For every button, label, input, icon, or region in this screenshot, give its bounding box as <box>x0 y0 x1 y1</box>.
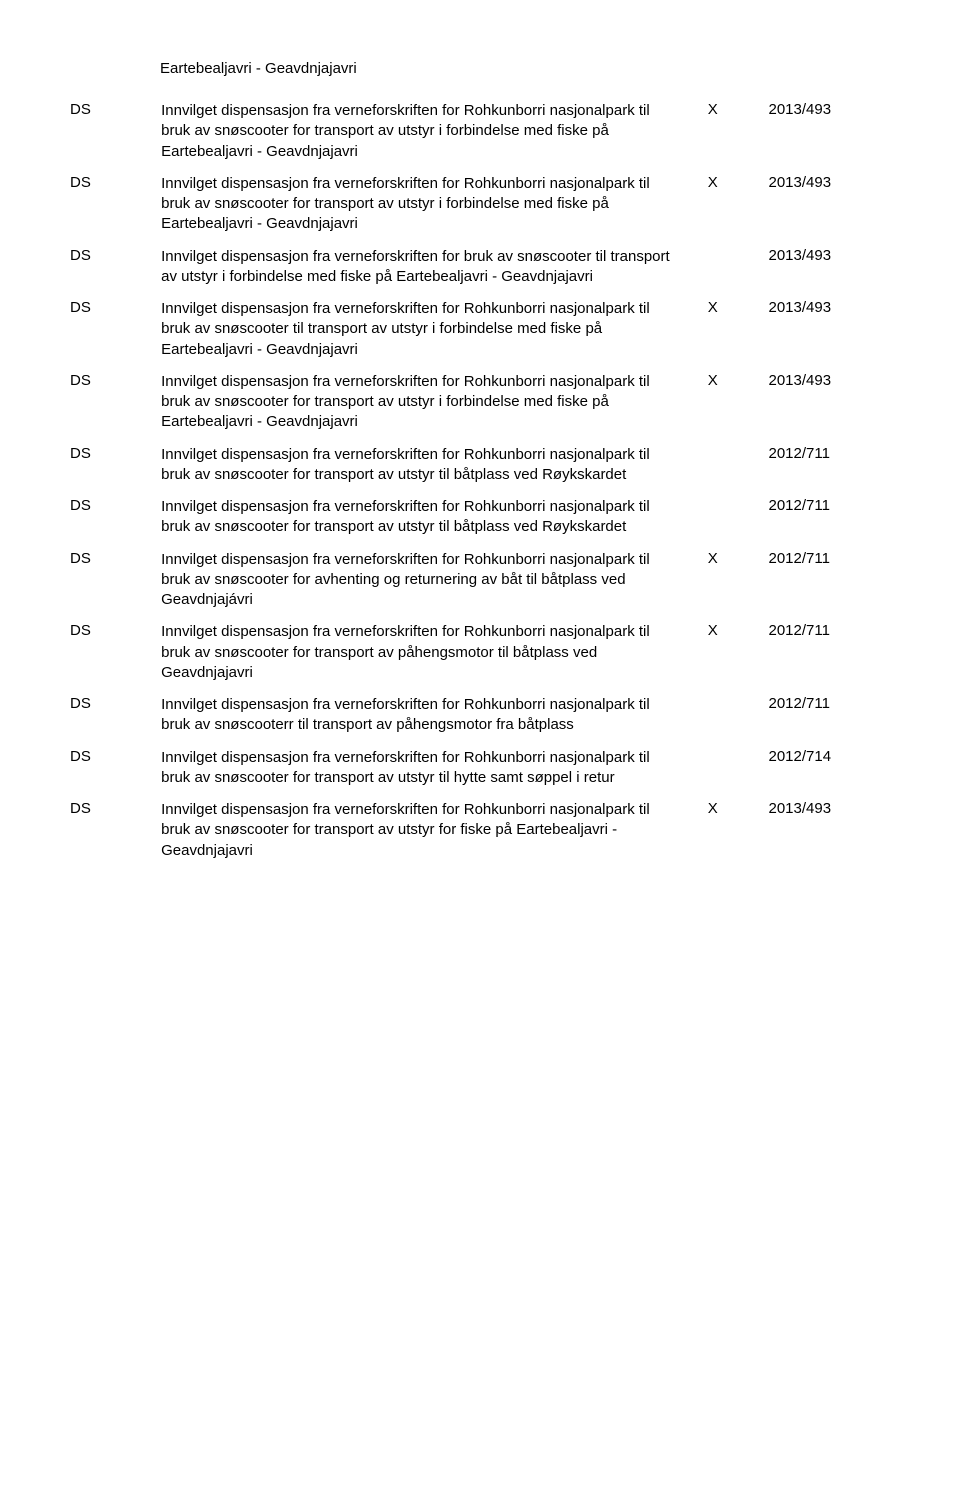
row-description: Innvilget dispensasjon fra verneforskrif… <box>161 439 708 492</box>
row-mark: X <box>708 293 769 366</box>
row-description: Innvilget dispensasjon fra verneforskrif… <box>161 293 708 366</box>
row-type: DS <box>70 689 161 742</box>
row-description: Innvilget dispensasjon fra verneforskrif… <box>161 689 708 742</box>
table-row: DSInnvilget dispensasjon fra verneforskr… <box>70 742 890 795</box>
row-reference: 2013/493 <box>769 168 891 241</box>
row-reference: 2013/493 <box>769 794 891 867</box>
table-row: DSInnvilget dispensasjon fra verneforskr… <box>70 366 890 439</box>
dispensasjon-table: DSInnvilget dispensasjon fra verneforskr… <box>70 95 890 867</box>
row-reference: 2012/711 <box>769 616 891 689</box>
row-mark <box>708 689 769 742</box>
row-mark: X <box>708 794 769 867</box>
row-type: DS <box>70 544 161 617</box>
row-mark <box>708 241 769 294</box>
top-continuation-text: Eartebealjavri - Geavdnjajavri <box>160 60 890 77</box>
row-type: DS <box>70 168 161 241</box>
row-description: Innvilget dispensasjon fra verneforskrif… <box>161 168 708 241</box>
row-reference: 2013/493 <box>769 95 891 168</box>
row-reference: 2013/493 <box>769 241 891 294</box>
row-type: DS <box>70 616 161 689</box>
row-description: Innvilget dispensasjon fra verneforskrif… <box>161 544 708 617</box>
row-mark: X <box>708 168 769 241</box>
row-mark <box>708 742 769 795</box>
row-mark <box>708 439 769 492</box>
row-mark: X <box>708 616 769 689</box>
table-row: DSInnvilget dispensasjon fra verneforskr… <box>70 168 890 241</box>
row-reference: 2012/714 <box>769 742 891 795</box>
row-reference: 2012/711 <box>769 491 891 544</box>
table-row: DSInnvilget dispensasjon fra verneforskr… <box>70 794 890 867</box>
row-type: DS <box>70 794 161 867</box>
row-description: Innvilget dispensasjon fra verneforskrif… <box>161 742 708 795</box>
table-row: DSInnvilget dispensasjon fra verneforskr… <box>70 293 890 366</box>
table-row: DSInnvilget dispensasjon fra verneforskr… <box>70 616 890 689</box>
row-type: DS <box>70 366 161 439</box>
row-reference: 2012/711 <box>769 544 891 617</box>
row-description: Innvilget dispensasjon fra verneforskrif… <box>161 794 708 867</box>
row-type: DS <box>70 95 161 168</box>
table-row: DSInnvilget dispensasjon fra verneforskr… <box>70 241 890 294</box>
row-reference: 2012/711 <box>769 439 891 492</box>
row-description: Innvilget dispensasjon fra verneforskrif… <box>161 616 708 689</box>
table-row: DSInnvilget dispensasjon fra verneforskr… <box>70 491 890 544</box>
row-type: DS <box>70 293 161 366</box>
table-row: DSInnvilget dispensasjon fra verneforskr… <box>70 689 890 742</box>
row-reference: 2013/493 <box>769 293 891 366</box>
row-description: Innvilget dispensasjon fra verneforskrif… <box>161 241 708 294</box>
row-mark <box>708 491 769 544</box>
table-row: DSInnvilget dispensasjon fra verneforskr… <box>70 544 890 617</box>
row-description: Innvilget dispensasjon fra verneforskrif… <box>161 95 708 168</box>
row-reference: 2013/493 <box>769 366 891 439</box>
table-row: DSInnvilget dispensasjon fra verneforskr… <box>70 439 890 492</box>
row-type: DS <box>70 439 161 492</box>
row-type: DS <box>70 742 161 795</box>
row-mark: X <box>708 95 769 168</box>
row-type: DS <box>70 241 161 294</box>
table-row: DSInnvilget dispensasjon fra verneforskr… <box>70 95 890 168</box>
row-mark: X <box>708 544 769 617</box>
row-description: Innvilget dispensasjon fra verneforskrif… <box>161 366 708 439</box>
row-reference: 2012/711 <box>769 689 891 742</box>
row-type: DS <box>70 491 161 544</box>
row-description: Innvilget dispensasjon fra verneforskrif… <box>161 491 708 544</box>
row-mark: X <box>708 366 769 439</box>
